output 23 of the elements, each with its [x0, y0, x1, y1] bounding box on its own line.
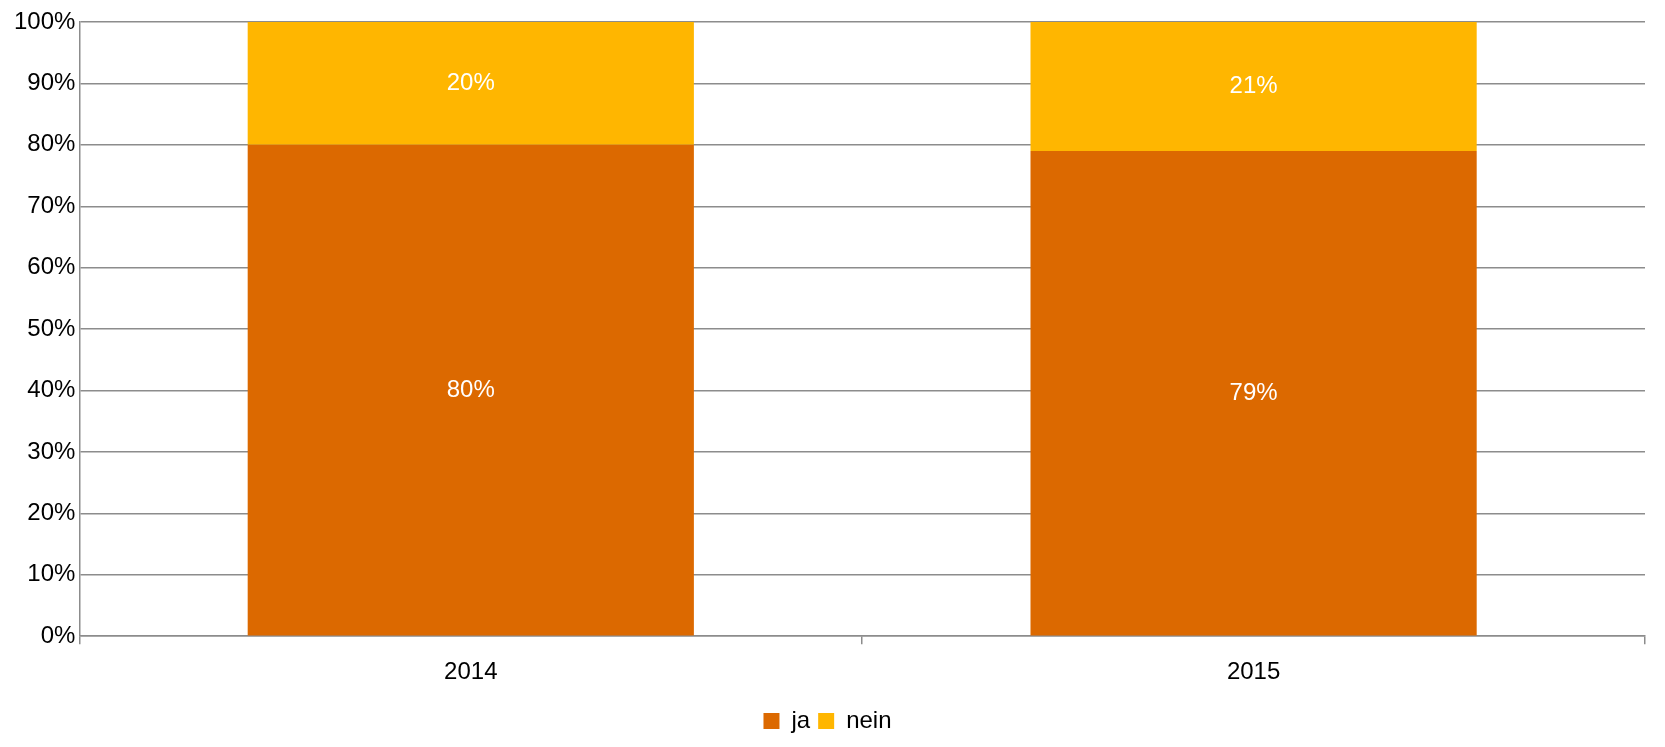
bar — [1030, 22, 1477, 151]
y-tick-label: 50% — [27, 313, 76, 341]
data-label: 21% — [1229, 71, 1278, 99]
y-tick-label: 60% — [27, 252, 76, 280]
y-tick-label: 30% — [27, 436, 76, 464]
y-tick-label: 10% — [27, 559, 76, 587]
y-tick-label: 100% — [13, 6, 76, 34]
y-tick-label: 80% — [27, 129, 76, 157]
y-tick-label: 0% — [40, 620, 76, 648]
data-label: 79% — [1229, 377, 1278, 405]
y-tick-label: 70% — [27, 190, 76, 218]
x-tick-label: 2014 — [444, 657, 498, 685]
x-tick-label: 2015 — [1226, 657, 1281, 685]
y-tick-label: 20% — [27, 497, 76, 525]
y-tick-label: 40% — [27, 375, 76, 403]
data-label: 20% — [446, 68, 495, 96]
bar — [1030, 150, 1477, 636]
y-tick-label: 90% — [27, 68, 76, 96]
legend-label: nein — [846, 705, 892, 733]
data-label: 80% — [446, 374, 495, 402]
bar — [247, 22, 694, 145]
bar — [247, 144, 694, 636]
legend-label: ja — [790, 705, 811, 733]
